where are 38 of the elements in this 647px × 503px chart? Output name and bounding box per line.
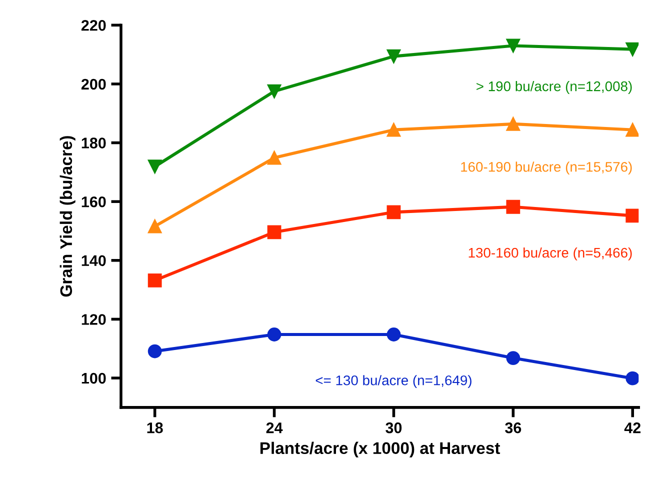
point: [506, 38, 520, 53]
y-tick-label: 180: [82, 138, 106, 148]
series-label: 130-160 bu/acre (n=5,466): [468, 247, 632, 260]
point: [626, 122, 639, 137]
y-tick-label: 100: [82, 372, 106, 384]
y-tick-label: 140: [82, 255, 106, 266]
y-tick-label: 120: [82, 314, 106, 325]
point: [506, 117, 520, 131]
y-tick-label: 220: [81, 20, 106, 31]
point: [626, 42, 639, 56]
y-axis-title: Grain Yield (bu/acre): [60, 136, 76, 297]
x-tick-label: 24: [266, 422, 283, 434]
x-axis-title: Plants/acre (x 1000) at Harvest: [260, 442, 500, 458]
point: [148, 160, 162, 174]
point: [386, 205, 401, 220]
point: [626, 371, 639, 386]
point: [148, 344, 162, 358]
point: [386, 328, 401, 342]
series-label: > 190 bu/acre (n=12,008): [476, 81, 632, 94]
x-tick-label: 30: [386, 422, 402, 434]
y-tick-label: 160: [82, 196, 106, 208]
x-tick-label: 36: [505, 422, 522, 434]
series-label: <= 130 bu/acre (n=1,649): [316, 375, 472, 388]
point: [148, 219, 162, 234]
point: [626, 208, 639, 223]
x-tick-label: 42: [624, 422, 640, 434]
point: [506, 200, 520, 214]
point: [506, 351, 520, 365]
point: [148, 273, 162, 288]
point: [386, 122, 401, 137]
point: [267, 84, 282, 98]
y-tick-label: 200: [81, 78, 106, 90]
x-tick-label: 18: [147, 422, 163, 434]
point: [267, 225, 282, 240]
point: [267, 150, 282, 165]
point: [386, 49, 401, 64]
series-label: 160-190 bu/acre (n=15,576): [461, 162, 632, 175]
point: [267, 328, 282, 342]
